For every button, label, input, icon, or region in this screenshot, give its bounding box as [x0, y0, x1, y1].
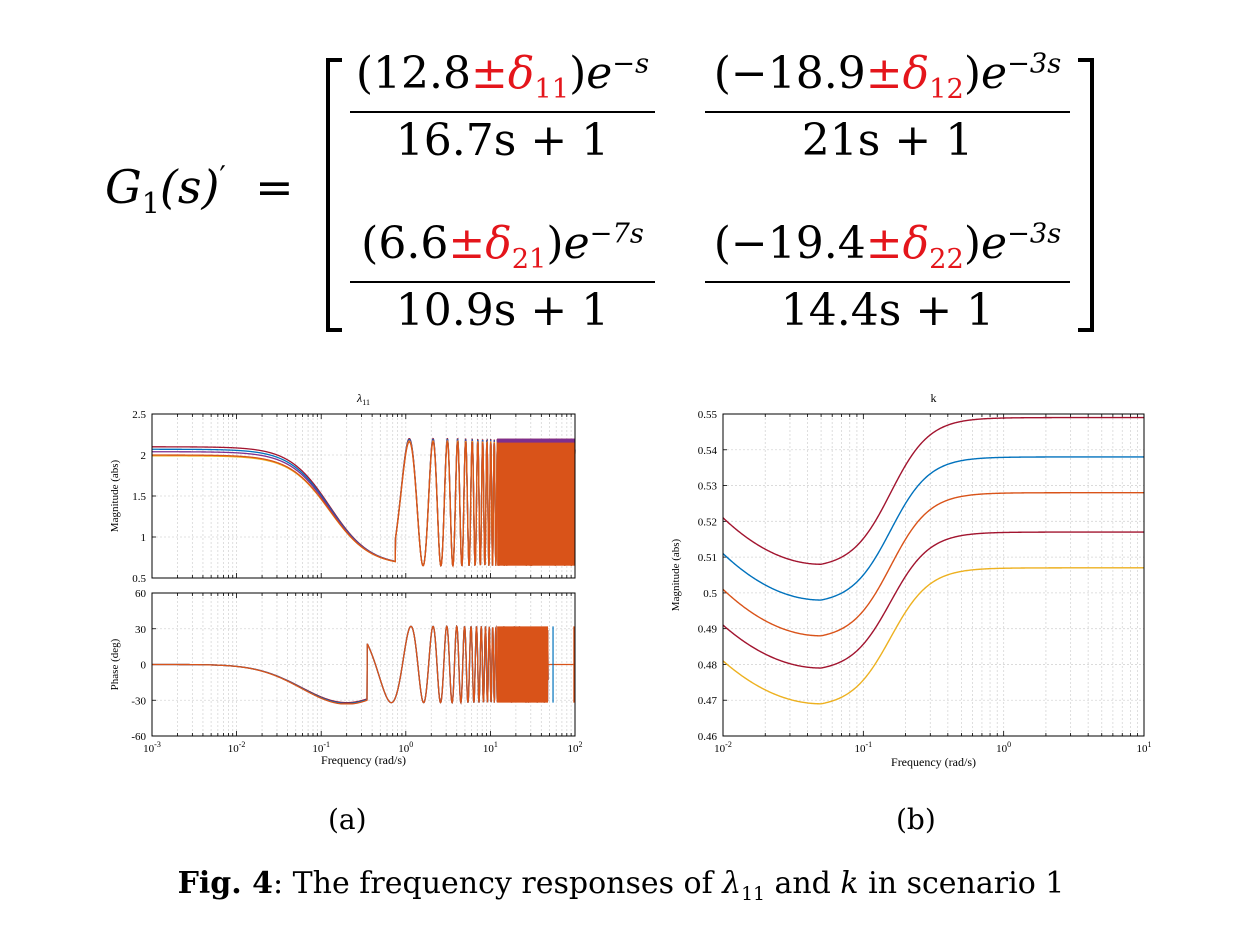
chart-title: k [931, 391, 937, 405]
y-tick-label: 0.51 [698, 552, 717, 564]
y-tick-label: 0.5 [132, 573, 146, 585]
x-tick-label: 10-3 [143, 740, 161, 755]
y-tick-label: 0.54 [698, 445, 718, 457]
y-tick-label: 0.55 [698, 409, 718, 421]
x-tick-label: 102 [568, 740, 583, 755]
matrix-entry-11: (12.8±δ11)e−s 16.7s + 1 [350, 48, 655, 166]
matrix-left-bracket [326, 58, 342, 332]
x-tick-label: 10-1 [312, 740, 330, 755]
equation-lhs: G1(s)′ = [105, 160, 294, 221]
y-tick-label: 0.47 [698, 695, 718, 707]
y-tick-label: 0.49 [698, 624, 718, 636]
y-tick-label: 0.53 [698, 481, 718, 493]
y-tick-label: 1.5 [132, 491, 146, 503]
x-tick-label: 10-2 [228, 740, 246, 755]
magnitude-axes-frame [151, 413, 576, 579]
matrix-entry-22: (−19.4±δ22)e−3s 14.4s + 1 [705, 218, 1070, 336]
matrix-entry-21: (6.6±δ21)e−7s 10.9s + 1 [350, 218, 655, 336]
x-tick-label: 100 [398, 740, 413, 755]
x-tick-label: 100 [996, 740, 1011, 755]
k-series-line [722, 531, 1144, 669]
y-tick-label: -60 [131, 731, 146, 743]
phase-subplot: -60 -30 0 30 60 Phase (deg) 10-3 10-2 10-1 100 101… [109, 588, 583, 767]
phase-series-line [152, 624, 549, 705]
y-tick-label: 0.5 [703, 588, 717, 600]
y-axis-label: Magnitude (abs) [670, 538, 682, 611]
k-series-line [722, 456, 1144, 601]
magnitude-band-top [497, 438, 575, 443]
x-tick-label: 10-2 [714, 740, 732, 755]
k-series-line [722, 416, 1144, 565]
k-series-line [722, 567, 1144, 705]
x-tick-label: 10-1 [854, 740, 872, 755]
y-tick-label: 0.48 [698, 659, 718, 671]
y-tick-label: 0.46 [698, 731, 718, 743]
magnitude-dense-band [497, 438, 575, 566]
figure-caption: Fig. 4: The frequency responses of λ11 a… [177, 866, 1065, 905]
y-tick-label: 30 [135, 624, 147, 636]
y-tick-label: 60 [135, 588, 147, 600]
matrix-entry-12: (−18.9±δ12)e−3s 21s + 1 [705, 48, 1070, 166]
x-axis-label: Frequency (rad/s) [891, 755, 976, 769]
bode-plot-lambda11: λ11 0.5 1 1.5 2 2.5 Magnitude (abs) -60 -30 0 30 60… [109, 391, 583, 767]
magnitude-subplot: 0.5 1 1.5 2 2.5 Magnitude (abs) [109, 409, 576, 585]
y-axis-label: Magnitude (abs) [109, 459, 121, 532]
x-tick-label: 101 [483, 740, 498, 755]
matrix-right-bracket [1078, 58, 1094, 332]
y-tick-label: 0 [141, 660, 147, 672]
k-axes-frame [722, 413, 1145, 737]
y-axis-label: Phase (deg) [109, 638, 121, 690]
x-tick-label: 101 [1137, 740, 1152, 755]
x-axis-label: Frequency (rad/s) [321, 753, 406, 767]
panel-label-a: (a) [328, 803, 367, 836]
k-axes: 0.46 0.47 0.48 0.49 0.5 0.51 0.52 0.53 0.54 0.55 M… [670, 409, 1152, 769]
panel-label-b: (b) [896, 803, 936, 836]
y-tick-label: 2 [141, 450, 147, 462]
y-tick-label: 0.52 [698, 516, 717, 528]
k-series-line [722, 492, 1144, 637]
chart-title: λ11 [356, 391, 370, 407]
phase-axes-frame [151, 592, 576, 737]
y-tick-label: 1 [141, 532, 147, 544]
y-tick-label: -30 [131, 695, 146, 707]
y-tick-label: 2.5 [132, 409, 146, 421]
phase-dense-band [497, 626, 549, 703]
magnitude-plot-k: k 0.46 0.47 0.48 0.49 0.5 0.51 0.52 0.53 0.54 0.55… [670, 391, 1152, 769]
